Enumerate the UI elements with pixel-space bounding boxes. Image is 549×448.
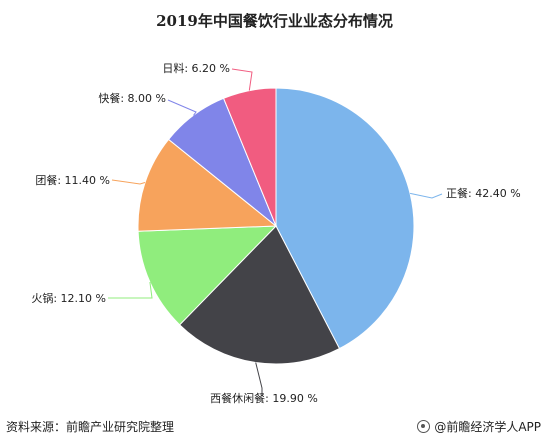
data-label-huoguo: 火锅: 12.10 % [31,292,106,305]
leader-line-tuancan [111,179,146,185]
pie-slice-xican-xiuxian [178,225,341,365]
pie-slice-tuancan [137,138,278,232]
data-label-xican-xiuxian: 西餐休闲餐: 19.90 % [210,391,318,405]
credit-text: @前瞻经济学人APP [434,420,541,434]
leader-line-kuaican [167,99,197,116]
data-label-riliao: 日料: 6.20 % [162,61,230,75]
pie-slice-zhengcan [275,87,415,350]
chart-title: 2019年中国餐饮行业业态分布情况 [156,12,393,30]
leader-line-huoguo [108,281,153,299]
pie-slice-huoguo [137,225,278,326]
data-label-tuancan: 团餐: 11.40 % [35,173,110,187]
pie-slice-riliao [222,87,277,227]
credit-note: @前瞻经济学人APP [417,418,541,435]
leader-line-xican-xiuxian [255,362,263,396]
app-logo-icon [417,420,431,433]
data-label-zhengcan: 正餐: 42.40 % [446,186,521,200]
leader-line-riliao [231,68,253,91]
data-label-kuaican: 快餐: 8.00 % [98,91,166,105]
leader-line-zhengcan [409,192,443,199]
source-note: 资料来源：前瞻产业研究院整理 [6,420,175,434]
